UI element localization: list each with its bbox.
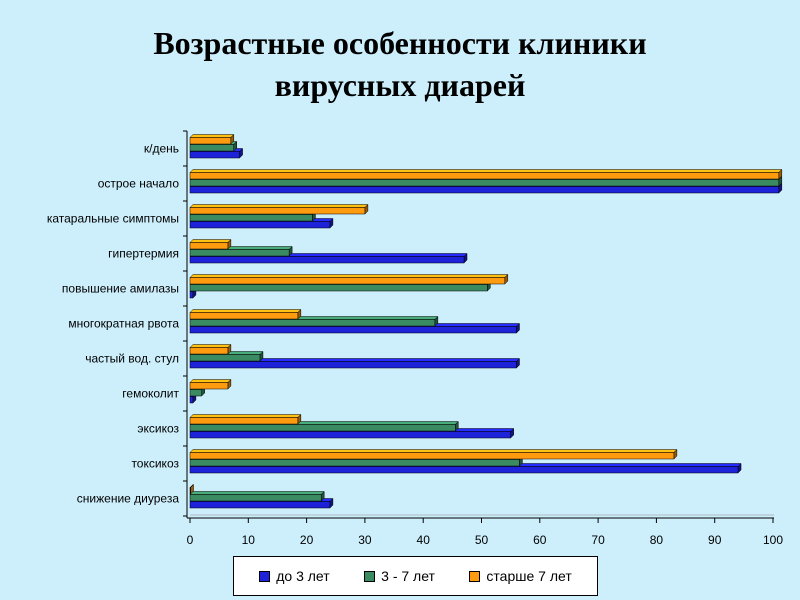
legend-item: до 3 лет [259,568,330,584]
bar [189,308,302,320]
bar [189,490,325,502]
x-tick-label: 100 [763,533,783,547]
x-tick-label: 80 [650,533,664,547]
legend-label: 3 - 7 лет [381,568,435,584]
x-tick-label: 0 [187,533,194,547]
bar [189,357,521,369]
x-tick-label: 20 [300,533,314,547]
category-label: острое начало [98,177,180,191]
x-tick-label: 90 [708,533,722,547]
bar [189,413,302,425]
category-label: многократная рвота [68,317,179,331]
legend-swatch [259,570,271,582]
category-label: катаральные симптомы [47,212,179,226]
bar [189,483,195,495]
legend-label: старше 7 лет [486,568,572,584]
x-tick-label: 70 [591,533,605,547]
category-label: частый вод. стул [85,352,179,366]
x-tick-label: 60 [533,533,547,547]
category-label: к/день [144,142,179,156]
x-tick-label: 40 [417,533,431,547]
legend-item: 3 - 7 лет [364,568,435,584]
x-tick-label: 10 [242,533,256,547]
bar [189,203,369,215]
bar [189,273,509,285]
category-label: эксикоз [137,422,179,436]
legend-swatch [469,570,481,582]
category-labels: к/день острое начало катаральные симптомы г… [47,142,180,506]
title-line-1: Возрастные особенности клиники [153,25,647,61]
category-label: гемоколит [122,387,179,401]
category-label: повышение амилазы [62,282,179,296]
bar [189,238,232,250]
x-tick-label: 50 [475,533,489,547]
x-tick-labels: 0 10 20 30 40 50 60 70 80 90 100 [187,533,784,547]
axes [183,130,774,523]
bar [189,168,783,180]
title-line-2: вирусных диарей [274,67,526,103]
bar [189,133,235,145]
legend-swatch [364,570,376,582]
category-label: снижение диуреза [77,492,180,506]
legend-label: до 3 лет [276,568,330,584]
legend-item: старше 7 лет [469,568,572,584]
bar [189,448,678,460]
slide-title: Возрастные особенности клиники вирусных … [0,22,800,106]
legend: до 3 лет 3 - 7 лет старше 7 лет [233,556,598,596]
bar [189,378,232,390]
bars [189,133,783,509]
bar [189,343,232,355]
x-tick-label: 30 [358,533,372,547]
category-label: токсикоз [131,457,179,471]
category-label: гипертермия [108,247,179,261]
